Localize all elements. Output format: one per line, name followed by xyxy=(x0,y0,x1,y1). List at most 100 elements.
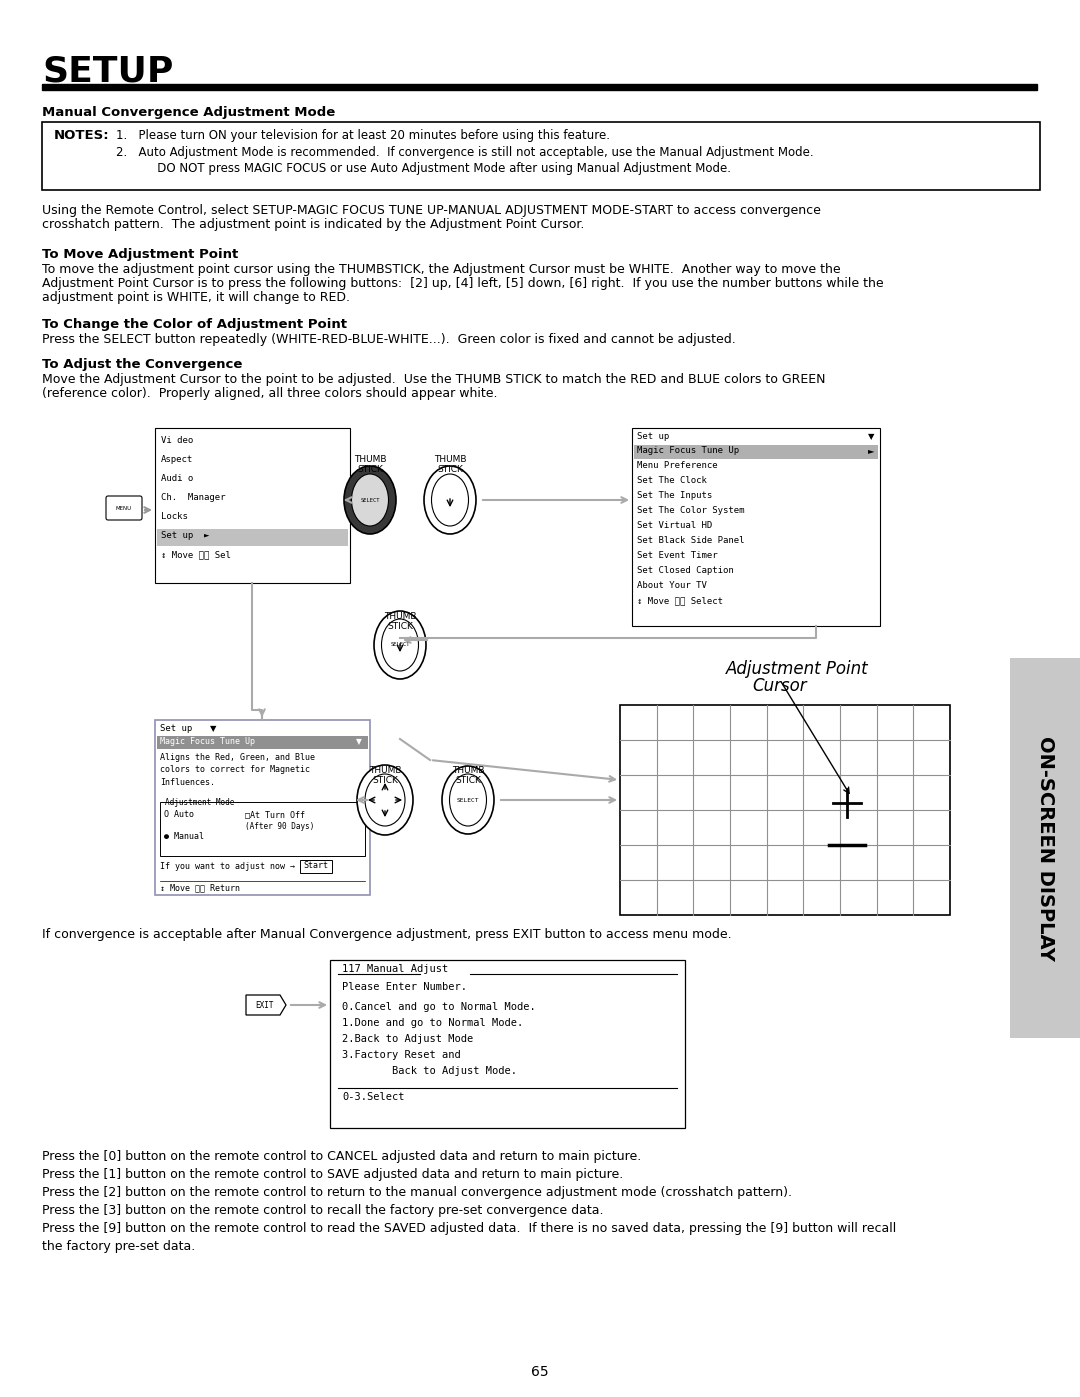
Text: Press the [1] button on the remote control to SAVE adjusted data and return to m: Press the [1] button on the remote contr… xyxy=(42,1168,623,1180)
Text: If convergence is acceptable after Manual Convergence adjustment, press EXIT but: If convergence is acceptable after Manua… xyxy=(42,928,731,942)
Text: Start: Start xyxy=(303,861,328,870)
Ellipse shape xyxy=(424,467,476,534)
Text: 0.Cancel and go to Normal Mode.: 0.Cancel and go to Normal Mode. xyxy=(342,1002,536,1011)
Text: ▼: ▼ xyxy=(210,724,216,733)
Text: Press the [0] button on the remote control to CANCEL adjusted data and return to: Press the [0] button on the remote contr… xyxy=(42,1150,642,1162)
Text: 1.   Please turn ON your television for at least 20 minutes before using this fe: 1. Please turn ON your television for at… xyxy=(116,129,610,142)
Text: 65: 65 xyxy=(531,1365,549,1379)
Bar xyxy=(156,719,370,895)
Text: ● Manual: ● Manual xyxy=(164,833,204,841)
Text: ON-SCREEN DISPLAY: ON-SCREEN DISPLAY xyxy=(1036,736,1054,961)
Ellipse shape xyxy=(381,619,419,671)
Text: Set The Clock: Set The Clock xyxy=(637,476,707,485)
Text: ↕ Move Ⓢⓓ Sel: ↕ Move Ⓢⓓ Sel xyxy=(161,550,231,559)
Text: If you want to adjust now →: If you want to adjust now → xyxy=(160,862,295,870)
Bar xyxy=(620,705,950,915)
Text: (reference color).  Properly aligned, all three colors should appear white.: (reference color). Properly aligned, all… xyxy=(42,387,498,400)
Text: ↕ Move Ⓢⓓ Return: ↕ Move Ⓢⓓ Return xyxy=(160,883,240,893)
Text: the factory pre-set data.: the factory pre-set data. xyxy=(42,1241,195,1253)
Text: 3.Factory Reset and: 3.Factory Reset and xyxy=(342,1051,461,1060)
Bar xyxy=(300,861,332,873)
Bar xyxy=(160,802,365,856)
Text: Locks: Locks xyxy=(161,511,188,521)
Text: SELECT: SELECT xyxy=(457,798,480,802)
Text: ►: ► xyxy=(868,446,875,455)
Text: adjustment point is WHITE, it will change to RED.: adjustment point is WHITE, it will chang… xyxy=(42,291,350,305)
Text: About Your TV: About Your TV xyxy=(637,581,707,590)
Text: THUMB
STICK: THUMB STICK xyxy=(354,455,387,475)
Text: DO NOT press MAGIC FOCUS or use Auto Adjustment Mode after using Manual Adjustme: DO NOT press MAGIC FOCUS or use Auto Adj… xyxy=(116,162,731,175)
Text: NOTES:: NOTES: xyxy=(54,129,110,142)
Text: SELECT: SELECT xyxy=(390,643,409,647)
FancyBboxPatch shape xyxy=(106,496,141,520)
Text: Audi o: Audi o xyxy=(161,474,193,483)
Text: Set Closed Caption: Set Closed Caption xyxy=(637,566,733,576)
Text: 0-3.Select: 0-3.Select xyxy=(342,1092,405,1102)
Text: crosshatch pattern.  The adjustment point is indicated by the Adjustment Point C: crosshatch pattern. The adjustment point… xyxy=(42,218,584,231)
Text: Set Event Timer: Set Event Timer xyxy=(637,550,717,560)
Ellipse shape xyxy=(442,766,494,834)
Text: Press the SELECT button repeatedly (WHITE-RED-BLUE-WHITE...).  Green color is fi: Press the SELECT button repeatedly (WHIT… xyxy=(42,332,735,346)
Text: EXIT: EXIT xyxy=(256,1000,274,1010)
Ellipse shape xyxy=(345,467,396,534)
Text: To Move Adjustment Point: To Move Adjustment Point xyxy=(42,249,239,261)
Ellipse shape xyxy=(365,774,405,826)
Text: Aligns the Red, Green, and Blue
colors to correct for Magnetic
Influences.: Aligns the Red, Green, and Blue colors t… xyxy=(160,753,315,787)
Text: Set up  ►: Set up ► xyxy=(161,531,210,541)
Text: Press the [2] button on the remote control to return to the manual convergence a: Press the [2] button on the remote contr… xyxy=(42,1186,792,1199)
Bar xyxy=(156,427,350,583)
Text: Back to Adjust Mode.: Back to Adjust Mode. xyxy=(342,1066,517,1076)
Text: Adjustment Point Cursor is to press the following buttons:  [2] up, [4] left, [5: Adjustment Point Cursor is to press the … xyxy=(42,277,883,291)
Ellipse shape xyxy=(374,610,426,679)
Text: THUMB
STICK: THUMB STICK xyxy=(451,766,484,785)
Text: SETUP: SETUP xyxy=(42,54,174,89)
Text: ▼: ▼ xyxy=(868,432,875,441)
Ellipse shape xyxy=(357,766,413,835)
Text: 1.Done and go to Normal Mode.: 1.Done and go to Normal Mode. xyxy=(342,1018,523,1028)
Text: ▼: ▼ xyxy=(356,738,362,746)
Bar xyxy=(42,84,1037,89)
Text: Ch.  Manager: Ch. Manager xyxy=(161,493,226,502)
Text: MENU: MENU xyxy=(116,506,132,510)
Bar xyxy=(42,122,1040,190)
Text: Magic Focus Tune Up: Magic Focus Tune Up xyxy=(637,446,739,455)
Text: Cursor: Cursor xyxy=(752,678,807,694)
Text: Manual Convergence Adjustment Mode: Manual Convergence Adjustment Mode xyxy=(42,106,335,119)
Ellipse shape xyxy=(432,474,469,527)
Text: THUMB
STICK: THUMB STICK xyxy=(434,455,467,475)
Text: Set up: Set up xyxy=(637,432,670,441)
Text: To Adjust the Convergence: To Adjust the Convergence xyxy=(42,358,242,372)
Text: □At Turn Off: □At Turn Off xyxy=(245,810,305,819)
Text: Please Enter Number.: Please Enter Number. xyxy=(342,982,467,992)
Text: Using the Remote Control, select SETUP-MAGIC FOCUS TUNE UP-MANUAL ADJUSTMENT MOD: Using the Remote Control, select SETUP-M… xyxy=(42,204,821,217)
Bar xyxy=(634,446,878,460)
Bar xyxy=(157,529,348,546)
Text: Set The Inputs: Set The Inputs xyxy=(637,490,712,500)
Text: Adjustment Mode: Adjustment Mode xyxy=(165,798,234,807)
Text: (After 90 Days): (After 90 Days) xyxy=(245,821,314,831)
Text: Press the [9] button on the remote control to read the SAVED adjusted data.  If : Press the [9] button on the remote contr… xyxy=(42,1222,896,1235)
Text: 2.   Auto Adjustment Mode is recommended.  If convergence is still not acceptabl: 2. Auto Adjustment Mode is recommended. … xyxy=(116,147,813,159)
Text: Set up: Set up xyxy=(160,724,192,733)
Text: Set Virtual HD: Set Virtual HD xyxy=(637,521,712,529)
Text: ↕ Move Ⓢⓓ Select: ↕ Move Ⓢⓓ Select xyxy=(637,597,723,605)
Ellipse shape xyxy=(449,774,486,826)
Bar xyxy=(632,427,880,626)
Text: SELECT: SELECT xyxy=(361,497,380,503)
Text: Move the Adjustment Cursor to the point to be adjusted.  Use the THUMB STICK to : Move the Adjustment Cursor to the point … xyxy=(42,373,825,386)
Text: Adjustment Point: Adjustment Point xyxy=(726,659,868,678)
Ellipse shape xyxy=(351,474,389,527)
Bar xyxy=(157,736,368,749)
Polygon shape xyxy=(246,995,286,1016)
Text: O Auto: O Auto xyxy=(164,810,194,819)
Text: To move the adjustment point cursor using the THUMBSTICK, the Adjustment Cursor : To move the adjustment point cursor usin… xyxy=(42,263,840,277)
Bar xyxy=(1010,658,1080,1038)
Text: To Change the Color of Adjustment Point: To Change the Color of Adjustment Point xyxy=(42,319,347,331)
Bar xyxy=(330,960,685,1127)
Text: 117 Manual Adjust: 117 Manual Adjust xyxy=(342,964,448,974)
Text: Magic Focus Tune Up: Magic Focus Tune Up xyxy=(160,738,255,746)
Text: Press the [3] button on the remote control to recall the factory pre-set converg: Press the [3] button on the remote contr… xyxy=(42,1204,604,1217)
Text: Aspect: Aspect xyxy=(161,455,193,464)
Text: Vi deo: Vi deo xyxy=(161,436,193,446)
Text: 2.Back to Adjust Mode: 2.Back to Adjust Mode xyxy=(342,1034,473,1044)
